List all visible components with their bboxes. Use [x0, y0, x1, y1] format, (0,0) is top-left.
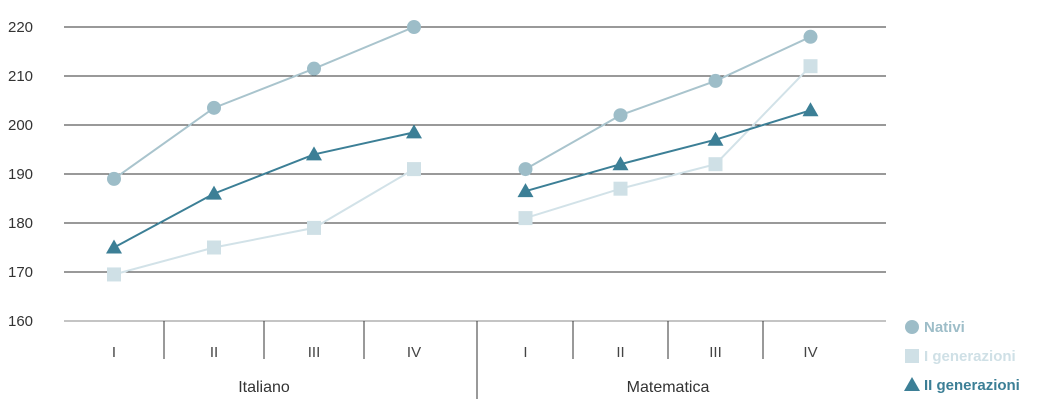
legend-label: Nativi	[924, 319, 965, 336]
legend-label: I generazioni	[924, 348, 1016, 365]
legend-marker	[905, 320, 919, 334]
data-point	[307, 220, 321, 235]
data-point	[708, 157, 723, 172]
data-point	[206, 185, 222, 200]
data-point	[207, 100, 221, 115]
legend-marker	[905, 349, 919, 363]
series-lines	[113, 26, 812, 276]
data-point	[407, 162, 421, 177]
data-point	[107, 171, 121, 186]
data-point	[708, 73, 723, 88]
legend-label: II generazioni	[924, 377, 1020, 394]
series-line	[525, 35, 811, 170]
y-tick-label: 160	[8, 313, 33, 330]
series-line	[113, 26, 415, 180]
data-point	[612, 156, 629, 171]
data-point	[106, 239, 122, 254]
data-point	[613, 108, 628, 123]
gridlines	[64, 26, 886, 322]
x-tick-label: III	[308, 344, 321, 361]
x-tick-label: II	[210, 344, 218, 361]
data-point	[407, 20, 421, 34]
y-tick-label: 200	[8, 117, 33, 134]
series-markers	[106, 20, 819, 282]
data-point	[406, 124, 422, 139]
x-tick-label: III	[709, 344, 722, 361]
legend-marker	[904, 377, 920, 391]
data-point	[517, 183, 534, 198]
x-tick-label: IV	[803, 344, 817, 361]
x-tick-label: II	[616, 344, 624, 361]
data-point	[707, 131, 724, 146]
group-label: Italiano	[238, 379, 290, 396]
data-point	[307, 61, 321, 76]
series-line	[113, 131, 415, 249]
y-tick-label: 190	[8, 166, 33, 183]
y-tick-label: 170	[8, 264, 33, 281]
data-point	[518, 211, 533, 226]
x-tick-label: I	[523, 344, 527, 361]
data-point	[613, 181, 628, 196]
series-line	[525, 65, 812, 220]
data-point	[803, 29, 818, 44]
y-axis-ticks: 160 170 180 190 200 210 220	[8, 19, 33, 330]
data-point	[207, 240, 221, 255]
y-tick-label: 210	[8, 68, 33, 85]
y-tick-label: 220	[8, 19, 33, 36]
y-tick-label: 180	[8, 215, 33, 232]
legend: Nativi I generazioni II generazioni	[904, 319, 1020, 394]
series-line	[113, 168, 415, 276]
data-point	[306, 146, 322, 161]
data-point	[803, 59, 818, 74]
group-label: Matematica	[627, 379, 710, 396]
data-point	[107, 267, 121, 282]
data-point	[802, 102, 819, 117]
series-line	[525, 109, 811, 193]
data-point	[518, 162, 533, 177]
x-tick-label: IV	[407, 344, 421, 361]
x-tick-label: I	[112, 344, 116, 361]
